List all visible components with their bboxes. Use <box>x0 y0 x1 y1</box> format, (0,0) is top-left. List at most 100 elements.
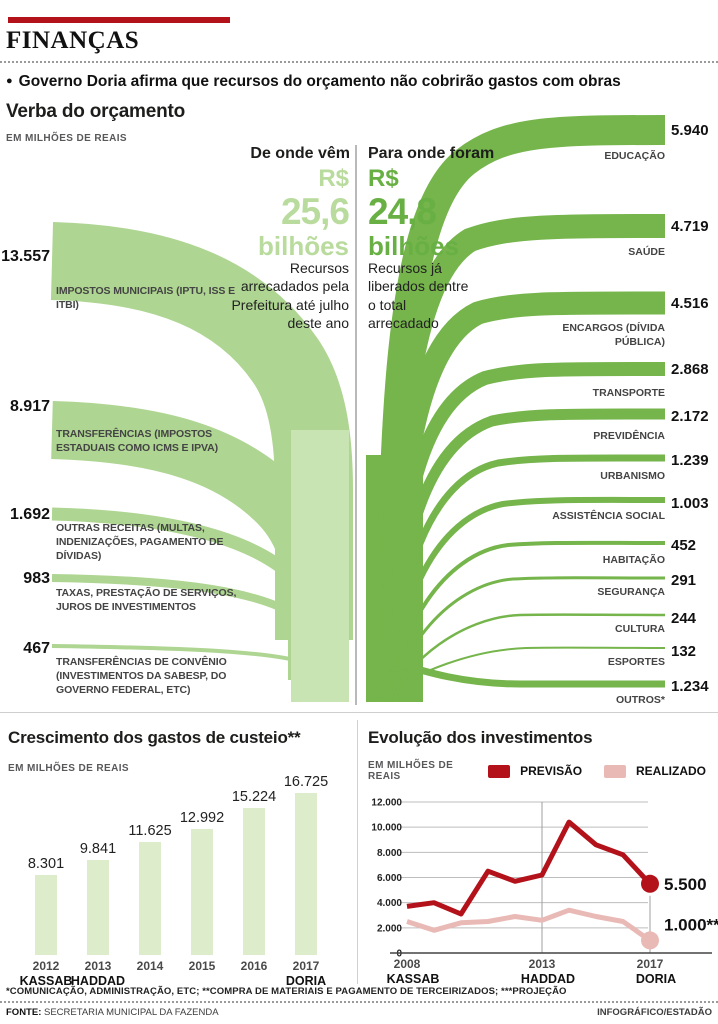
section-kicker: FINANÇAS <box>6 27 140 54</box>
destination-label: CULTURA <box>615 623 665 635</box>
footnote: *COMUNICAÇÃO, ADMINISTRAÇÃO, ETC; **COMP… <box>6 986 567 997</box>
destination-value: 2.868 <box>671 361 709 378</box>
y-tick-label: 6.000 <box>377 873 402 884</box>
destination-value: 291 <box>671 572 697 589</box>
sankey-right-total: R$ 24,8 bilhões <box>368 165 459 260</box>
bar-value-label: 12.992 <box>179 810 225 826</box>
x-tick-year: 2013 <box>529 957 556 971</box>
flow-cultura <box>394 613 666 696</box>
infographic-credit: INFOGRÁFICO/ESTADÃO <box>597 1007 712 1018</box>
bullet-icon: ● <box>6 75 13 87</box>
left-total-amount: 25,6 <box>280 191 350 232</box>
bar-value-label: 11.625 <box>128 823 172 839</box>
sankey-left-column <box>291 430 349 702</box>
source-label: IMPOSTOS MUNICIPAIS (IPTU, ISS E ITBI) <box>56 285 236 311</box>
destination-label: ENCARGOS (DÍVIDA PÚBLICA) <box>562 322 665 348</box>
destination-value: 1.234 <box>671 678 709 695</box>
headline-text: Governo Doria afirma que recursos do orç… <box>18 73 621 90</box>
bar-value-label: 9.841 <box>79 841 117 857</box>
end-dot-realizado <box>641 931 659 950</box>
destination-value: 1.239 <box>671 452 709 469</box>
destination-value: 244 <box>671 610 697 627</box>
sankey-right-flows <box>377 115 666 701</box>
destination-label: OUTROS* <box>615 694 665 706</box>
dotted-rule-bottom <box>0 1001 718 1003</box>
sankey-flows-canvas <box>50 115 666 702</box>
destination-value: 132 <box>671 643 697 660</box>
right-total-amount: 24,8 <box>368 191 437 232</box>
destination-label: SAÚDE <box>628 246 665 258</box>
flow-seguranca <box>394 576 666 701</box>
sankey-center-divider <box>355 145 357 705</box>
flow-previdencia <box>388 408 666 701</box>
investimentos-line-chart-panel: Evolução dos investimentos EM MILHÕES DE… <box>360 718 718 986</box>
right-total-description: Recursos já liberados dentre o total arr… <box>368 260 469 332</box>
bar-year-label: 2015 <box>188 959 216 973</box>
line-chart-legend: EM MILHÕES DE REAIS PREVISÃO REALIZADO <box>368 760 718 782</box>
y-tick-label: 4.000 <box>377 898 402 909</box>
sankey-title: Verba do orçamento <box>6 101 186 122</box>
custeio-bar-chart-panel: Crescimento dos gastos de custeio** EM M… <box>0 718 357 988</box>
horizontal-divider <box>0 712 718 713</box>
destination-value: 2.172 <box>671 408 709 425</box>
series-line-realizado <box>406 907 652 943</box>
source-label: OUTRAS RECEITAS (MULTAS, INDENIZAÇÕES, P… <box>56 522 224 562</box>
bar-year-label: 2014 <box>136 959 164 973</box>
right-total-currency: R$ <box>368 165 399 192</box>
destination-value: 452 <box>671 537 697 554</box>
section-accent-bar <box>8 17 230 23</box>
x-tick-mayor: HADDAD <box>521 972 575 986</box>
bar-mayor-label: DORIA <box>285 974 327 988</box>
bar-year-label: 2016 <box>240 959 268 973</box>
destination-label: TRANSPORTE <box>592 387 665 399</box>
source-label: TAXAS, PRESTAÇÃO DE SERVIÇOS, JUROS DE I… <box>56 587 237 613</box>
x-tick-year: 2008 <box>394 957 421 971</box>
source-value: 13.557 <box>1 248 50 265</box>
bar-mayor-label: KASSAB <box>19 974 73 988</box>
realizado-legend-swatch <box>604 764 626 778</box>
previsao-legend-swatch <box>488 764 511 778</box>
source-credit: FONTE: SECRETARIA MUNICIPAL DA FAZENDA <box>6 1007 219 1018</box>
destination-label: ESPORTES <box>607 656 665 668</box>
left-total-currency: R$ <box>318 165 349 192</box>
realizado-legend-label: REALIZADO <box>636 764 706 778</box>
left-total-unit: bilhões <box>257 231 349 261</box>
flow-assistencia-social <box>392 496 666 701</box>
dotted-rule-top <box>0 61 718 63</box>
bar-year-label: 2012 <box>32 959 60 973</box>
end-label-previsão: 5.500 <box>664 875 707 894</box>
destination-value: 1.003 <box>671 495 709 512</box>
sankey-left-header: De onde vêm <box>250 145 350 162</box>
end-dot-previsão <box>641 874 659 893</box>
sankey-left-total: R$ 25,6 bilhões <box>257 165 350 261</box>
bar-year-label: 2017 <box>292 959 320 973</box>
panel-divider <box>357 720 358 984</box>
end-label-realizado: 1.000*** <box>664 915 718 934</box>
y-tick-label: 12.000 <box>371 798 402 809</box>
y-tick-label: 0 <box>396 949 402 960</box>
flow-outros <box>392 658 665 688</box>
destination-label: PREVIDÊNCIA <box>593 430 665 442</box>
destination-value: 4.719 <box>671 218 709 235</box>
x-tick-mayor: DORIA <box>636 972 676 986</box>
source-label: FONTE: <box>6 1007 42 1018</box>
y-tick-label: 8.000 <box>377 848 402 859</box>
bar-2017 <box>295 793 317 955</box>
destination-label: ASSISTÊNCIA SOCIAL <box>552 510 665 522</box>
left-total-description: Recursos arrecadados pela Prefeitura até… <box>231 260 349 332</box>
line-chart-title: Evolução dos investimentos <box>368 728 593 747</box>
destination-label: EDUCAÇÃO <box>604 150 665 162</box>
bar-year-label: 2013 <box>84 959 112 973</box>
bar-value-label: 15.224 <box>231 789 277 805</box>
sankey-right-header: Para onde foram <box>368 145 495 162</box>
y-tick-label: 2.000 <box>377 923 402 934</box>
flow-habitacao <box>393 540 666 701</box>
x-tick-year: 2017 <box>637 957 664 971</box>
sankey-unit-label: EM MILHÕES DE REAIS <box>6 133 127 144</box>
bar-value-label: 8.301 <box>27 856 65 872</box>
series-line-previsão <box>406 819 652 917</box>
bar-2015 <box>191 829 213 955</box>
destination-value: 4.516 <box>671 295 709 312</box>
source-value: 1.692 <box>9 506 50 523</box>
